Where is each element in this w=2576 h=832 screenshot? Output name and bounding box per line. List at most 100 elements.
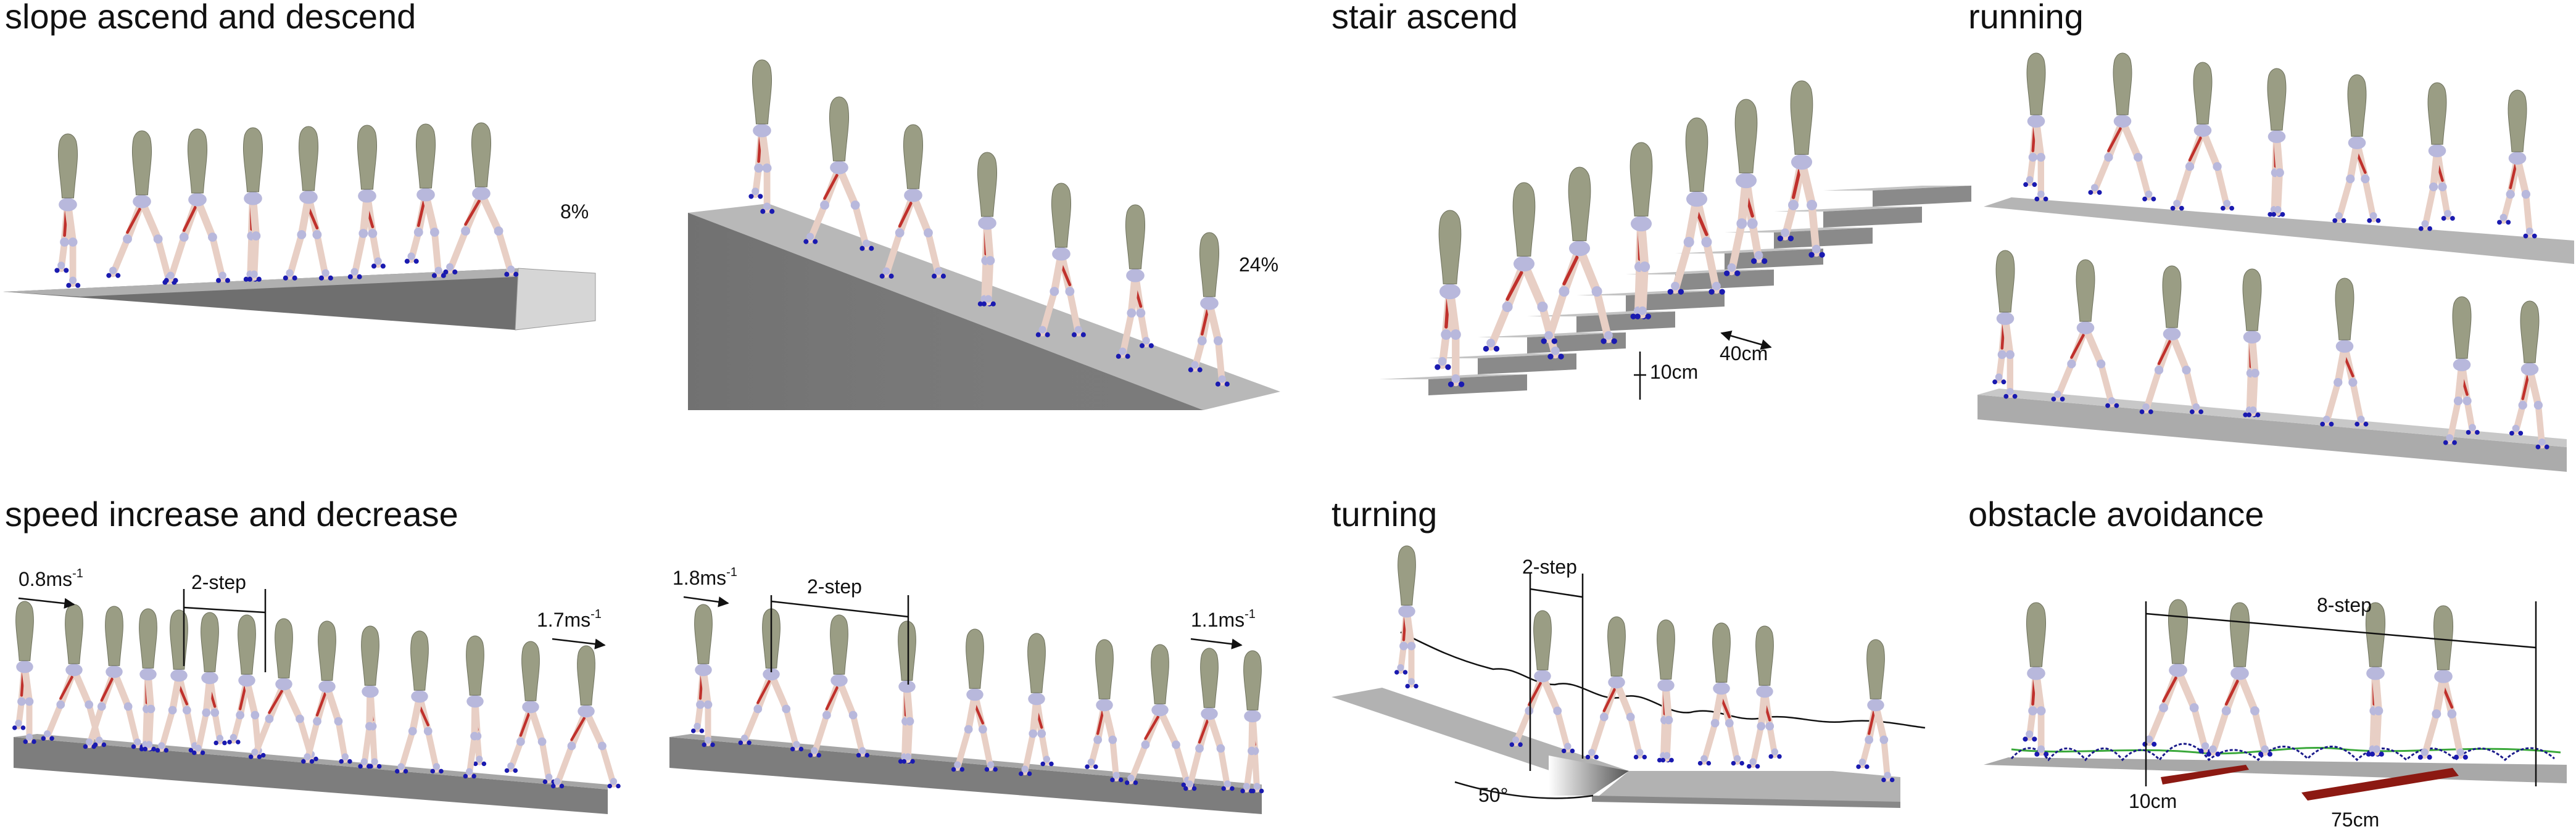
- turning-floor: [1331, 688, 1900, 808]
- running-track-bottom: [1978, 389, 2567, 472]
- walker-figure: [2051, 259, 2119, 408]
- stair-riser-label: 10cm: [1650, 361, 1698, 383]
- slope-8-ramp: [3, 268, 596, 331]
- running-track-top: [1984, 197, 2574, 264]
- walker-figure: [1085, 639, 1124, 783]
- walker-figure: [1856, 639, 1895, 783]
- turning-step-label: 2-step: [1522, 556, 1577, 578]
- walker-figure: [2142, 599, 2213, 754]
- walker-figure: [1747, 625, 1782, 769]
- walker-figure: [1435, 210, 1465, 387]
- walker-figure: [106, 130, 177, 285]
- slope-8-grade-label: 8%: [560, 200, 589, 223]
- walker-figure: [977, 152, 998, 307]
- walker-figure: [2139, 265, 2204, 414]
- speed-b-start-arrow: [683, 596, 729, 608]
- turning-step-bracket: [1529, 574, 1584, 771]
- speed-b-step-label: 2-step: [807, 575, 862, 598]
- title-slope: slope ascend and descend: [5, 0, 416, 36]
- walker-figure: [1240, 650, 1264, 794]
- speed-a-end-arrow: [552, 638, 606, 649]
- walker-figure: [2170, 62, 2235, 211]
- walker-figure: [2206, 602, 2272, 757]
- walker-figure: [1724, 99, 1768, 276]
- walker-figure: [550, 645, 621, 789]
- walker-figure: [1124, 644, 1195, 788]
- turning-walkers: [1394, 545, 1895, 783]
- walker-figure: [803, 96, 874, 251]
- walker-figure: [2332, 74, 2381, 223]
- obstacle-length-label: 75cm: [2331, 809, 2379, 831]
- walker-figure: [463, 635, 487, 779]
- obstacle-block-2: [2301, 768, 2459, 801]
- walker-figure: [1585, 616, 1647, 760]
- speed-a-start-value: 0.8ms-1: [19, 567, 83, 590]
- walker-figure: [1697, 622, 1744, 766]
- walker-figure: [2443, 296, 2480, 445]
- obstacle-height-label: 10cm: [2129, 790, 2177, 812]
- turning-com-path: [1400, 631, 1926, 729]
- stair-tread-label: 40cm: [1720, 342, 1768, 365]
- walker-figure: [2088, 52, 2156, 202]
- walker-figure: [242, 127, 263, 282]
- walker-figure: [443, 122, 519, 277]
- walker-figure: [2417, 605, 2468, 760]
- title-obstacle: obstacle avoidance: [1968, 495, 2264, 533]
- obstacle-path-green: [2011, 746, 2561, 755]
- turning-angle-label: 50°: [1478, 784, 1508, 806]
- walker-figure: [2023, 602, 2049, 757]
- speed-b-end-value: 1.1ms-1: [1191, 608, 1256, 631]
- walker-figure: [301, 620, 352, 764]
- stair-walkers: [1435, 80, 1825, 387]
- walker-figure: [691, 604, 715, 748]
- speed-b-start-value: 1.8ms-1: [673, 566, 737, 589]
- walker-figure: [283, 126, 333, 281]
- speed-a-step-bracket: [183, 589, 267, 672]
- running-walkers-bottom: [1992, 250, 2549, 450]
- walker-figure: [2509, 300, 2549, 450]
- obstacle-block-1: [2161, 765, 2249, 785]
- walker-figure: [41, 604, 107, 748]
- walker-figure: [1777, 80, 1825, 258]
- walker-figure: [347, 125, 386, 279]
- walker-figure: [2267, 68, 2287, 217]
- walker-figure: [248, 618, 318, 762]
- walker-figure: [951, 628, 998, 772]
- speed-b-end-arrow: [1190, 638, 1243, 649]
- walker-figure: [2023, 52, 2048, 202]
- walker-figure: [1019, 633, 1054, 776]
- slope-24-grade-label: 24%: [1239, 253, 1278, 276]
- walker-figure: [2320, 278, 2369, 427]
- title-running: running: [1968, 0, 2084, 36]
- walker-figure: [2365, 602, 2386, 757]
- walker-figure: [1188, 232, 1230, 387]
- walker-figure: [1667, 117, 1725, 295]
- obstacle-step-label: 8-step: [2317, 594, 2372, 616]
- obstacle-walkers: [2023, 599, 2468, 760]
- speed-a-walkers: [12, 601, 621, 789]
- walker-figure: [155, 609, 202, 753]
- stair-dimension-marks: [1634, 330, 1772, 400]
- title-turning: turning: [1331, 495, 1437, 533]
- walker-figure: [404, 123, 446, 278]
- walker-figure: [1657, 619, 1675, 763]
- walker-figure: [2242, 268, 2262, 418]
- walker-figure: [1394, 545, 1418, 689]
- walker-figure: [2418, 82, 2455, 231]
- walker-figure: [1183, 648, 1235, 791]
- speed-a-start-arrow: [18, 597, 75, 609]
- turning-angle-arc: [1454, 781, 1594, 799]
- speed-b-walkers: [691, 604, 1264, 794]
- walker-figure: [1509, 610, 1575, 754]
- slope-24-walkers: [748, 59, 1230, 387]
- walker-figure: [1630, 142, 1653, 319]
- running-walkers-top: [2023, 52, 2537, 239]
- walker-figure: [879, 124, 946, 279]
- walker-figure: [1483, 182, 1564, 360]
- walker-figure: [2497, 89, 2537, 239]
- walker-figure: [12, 601, 36, 744]
- walker-figure: [139, 608, 157, 752]
- walker-figure: [504, 641, 556, 785]
- title-stair: stair ascend: [1331, 0, 1518, 36]
